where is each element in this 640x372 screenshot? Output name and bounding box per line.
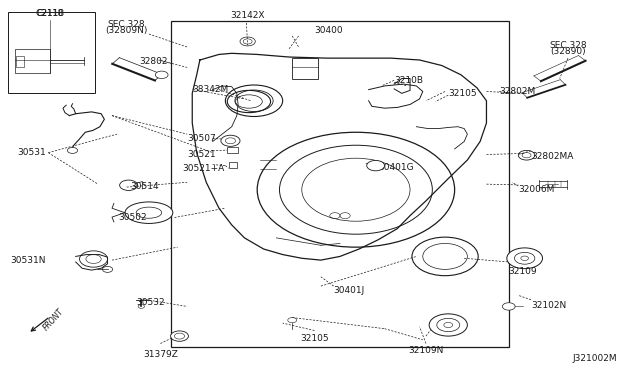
Text: J321002M: J321002M xyxy=(572,354,617,363)
Text: 32109: 32109 xyxy=(509,267,538,276)
Circle shape xyxy=(502,303,515,310)
Text: (32890): (32890) xyxy=(550,47,586,56)
Text: 32006M: 32006M xyxy=(518,185,555,194)
Circle shape xyxy=(518,150,535,160)
Circle shape xyxy=(288,318,297,323)
Bar xyxy=(172,21,509,347)
Text: 32102N: 32102N xyxy=(531,301,566,310)
Circle shape xyxy=(240,37,255,46)
Bar xyxy=(292,58,317,78)
Text: 32105: 32105 xyxy=(300,334,329,343)
Text: 32802MA: 32802MA xyxy=(531,152,573,161)
Text: FRONT: FRONT xyxy=(42,308,66,333)
Circle shape xyxy=(156,71,168,78)
Circle shape xyxy=(367,160,385,171)
Text: 30532: 30532 xyxy=(136,298,165,307)
Circle shape xyxy=(521,256,529,260)
Text: 30531N: 30531N xyxy=(10,256,46,264)
Circle shape xyxy=(221,135,240,146)
Text: 30502: 30502 xyxy=(118,213,147,222)
Text: 30521+A: 30521+A xyxy=(182,164,225,173)
Text: 3210B: 3210B xyxy=(394,76,423,85)
Text: 32109N: 32109N xyxy=(408,346,444,355)
Bar xyxy=(8,12,95,93)
Text: 32105: 32105 xyxy=(448,89,477,98)
Text: 32802M: 32802M xyxy=(499,87,536,96)
Circle shape xyxy=(507,248,543,269)
Bar xyxy=(17,56,24,67)
Text: SEC.328: SEC.328 xyxy=(108,20,145,29)
Circle shape xyxy=(138,305,145,308)
Text: 38342M: 38342M xyxy=(192,85,228,94)
Text: 32142X: 32142X xyxy=(230,11,265,20)
Ellipse shape xyxy=(125,202,173,224)
Circle shape xyxy=(429,314,467,336)
Text: 30401G: 30401G xyxy=(378,163,414,172)
Bar xyxy=(227,147,238,153)
Circle shape xyxy=(120,180,138,190)
Circle shape xyxy=(171,331,188,341)
Text: C2118: C2118 xyxy=(36,9,64,17)
Text: 31379Z: 31379Z xyxy=(143,350,178,359)
Text: C2118: C2118 xyxy=(36,9,65,18)
Text: 30401J: 30401J xyxy=(333,286,365,295)
Text: 32802: 32802 xyxy=(140,57,168,66)
Text: (32809N): (32809N) xyxy=(106,26,148,35)
Circle shape xyxy=(67,147,77,153)
Text: 30514: 30514 xyxy=(130,182,159,190)
Text: 30507: 30507 xyxy=(187,134,216,143)
Bar xyxy=(15,49,50,73)
Circle shape xyxy=(102,266,113,272)
Text: 30400: 30400 xyxy=(314,26,343,35)
Bar xyxy=(228,161,237,168)
Text: 30531: 30531 xyxy=(17,148,46,157)
Text: 30521: 30521 xyxy=(187,150,216,159)
Text: SEC.328: SEC.328 xyxy=(549,41,587,50)
